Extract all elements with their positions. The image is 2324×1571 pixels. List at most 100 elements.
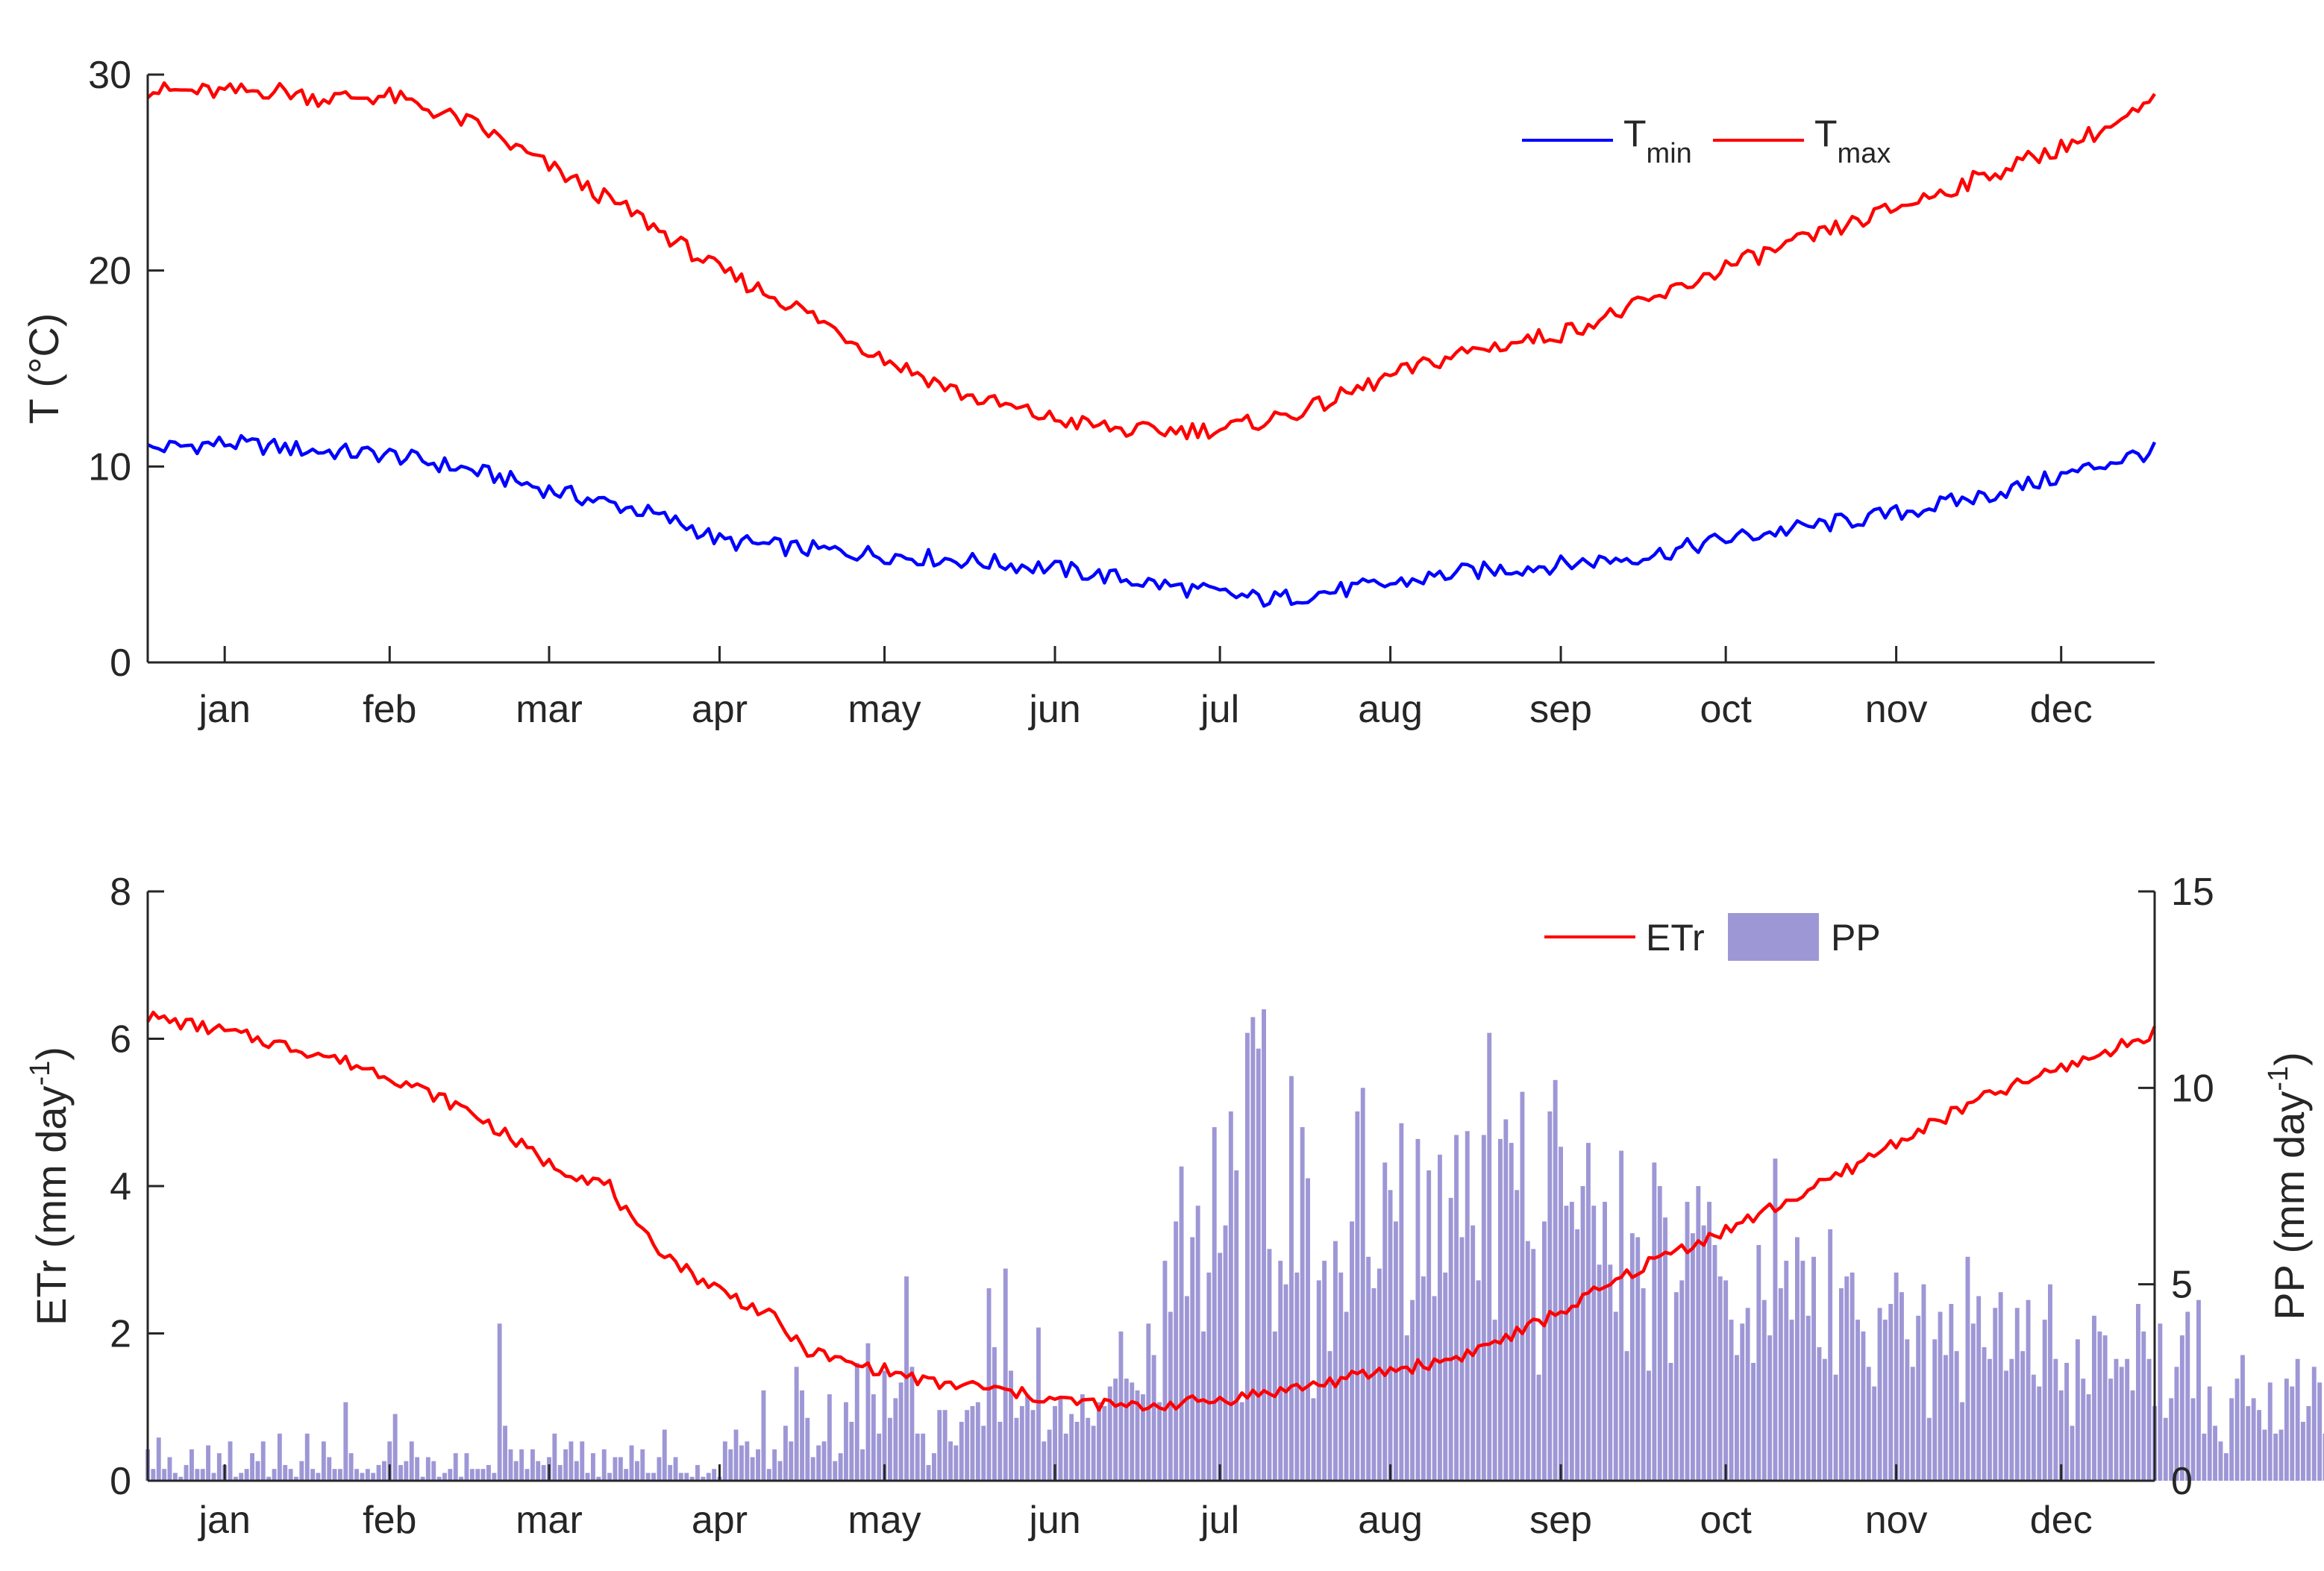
pp-bar bbox=[1784, 1261, 1789, 1481]
pp-bar bbox=[1174, 1221, 1179, 1481]
pp-bar bbox=[497, 1323, 502, 1481]
pp-bar bbox=[1805, 1315, 1811, 1481]
pp-bar bbox=[343, 1402, 348, 1481]
pp-bar bbox=[1685, 1202, 1690, 1481]
pp-bar bbox=[1487, 1032, 1492, 1481]
pp-bar bbox=[448, 1469, 453, 1481]
pp-bar bbox=[1756, 1245, 1761, 1481]
pp-bar bbox=[1603, 1202, 1607, 1481]
pp-bar bbox=[1195, 1205, 1200, 1481]
pp-bar bbox=[1492, 1320, 1497, 1481]
pp-bar bbox=[838, 1453, 843, 1481]
pp-bar bbox=[1767, 1335, 1773, 1481]
pp-bar bbox=[932, 1453, 936, 1481]
pp-bar bbox=[1668, 1363, 1673, 1481]
pp-bar bbox=[1498, 1138, 1503, 1481]
pp-bar bbox=[2311, 1367, 2317, 1481]
y-tick-label: 30 bbox=[88, 54, 131, 97]
pp-bar bbox=[1454, 1135, 1459, 1481]
pp-bar bbox=[1569, 1202, 1574, 1481]
pp-bar bbox=[1141, 1394, 1145, 1481]
pp-bar bbox=[1988, 1358, 1992, 1481]
pp-bar bbox=[1673, 1292, 1679, 1481]
pp-bar bbox=[2075, 1339, 2080, 1481]
pp-bar bbox=[651, 1473, 656, 1481]
x-tick-label: mar bbox=[516, 1499, 583, 1542]
pp-bar bbox=[2031, 1374, 2036, 1481]
pp-bar bbox=[2092, 1315, 2096, 1481]
pp-bar bbox=[1872, 1386, 1877, 1481]
pp-bar bbox=[2141, 1331, 2146, 1481]
pp-bar bbox=[1058, 1398, 1063, 1481]
pp-bar bbox=[849, 1422, 854, 1481]
pp-bar bbox=[601, 1449, 607, 1481]
pp-bar bbox=[1278, 1261, 1283, 1481]
pp-bar bbox=[1289, 1076, 1294, 1481]
etr-pp-panel: 0 2 4 6 8 0 5 10 15 jan feb mar apr may jun jul aug sep… bbox=[25, 871, 2324, 1542]
pp-bar bbox=[2240, 1355, 2245, 1481]
pp-bar bbox=[1910, 1367, 1915, 1481]
pp-bar bbox=[1399, 1123, 1404, 1481]
pp-bar bbox=[1322, 1261, 1327, 1481]
pp-bar bbox=[733, 1429, 739, 1481]
pp-bar bbox=[310, 1469, 316, 1481]
etr-y-tick-label: 8 bbox=[110, 871, 131, 914]
pp-bar bbox=[1580, 1186, 1585, 1481]
x-tick-label: sep bbox=[1529, 1499, 1592, 1542]
pp-bar bbox=[1916, 1315, 1921, 1481]
pp-bar bbox=[1663, 1217, 1667, 1481]
pp-bar bbox=[1712, 1245, 1717, 1481]
pp-bar bbox=[1113, 1379, 1118, 1481]
pp-bar bbox=[789, 1441, 794, 1481]
pp-bar bbox=[1745, 1308, 1750, 1481]
pp-bar bbox=[442, 1473, 447, 1481]
pp-bar bbox=[2058, 1390, 2064, 1481]
pp-bar bbox=[1723, 1280, 1729, 1481]
pp-bar bbox=[1218, 1252, 1223, 1481]
pp-bar bbox=[475, 1469, 480, 1481]
pp-bar bbox=[1432, 1296, 1437, 1481]
pp-bar bbox=[190, 1449, 194, 1481]
pp-bar bbox=[915, 1433, 920, 1481]
pp-bar bbox=[1426, 1170, 1432, 1481]
pp-bar bbox=[415, 1457, 420, 1481]
pp-bar bbox=[2004, 1370, 2008, 1481]
pp-bar bbox=[1515, 1190, 1520, 1481]
pp-bar bbox=[1245, 1032, 1250, 1481]
pp-bar bbox=[1151, 1355, 1156, 1481]
pp-bar bbox=[2053, 1358, 2058, 1481]
pp-bar bbox=[777, 1461, 783, 1481]
pp-bar bbox=[2190, 1398, 2196, 1481]
pp-bar bbox=[2278, 1429, 2284, 1481]
pp-bar bbox=[167, 1457, 172, 1481]
pp-bar bbox=[304, 1433, 310, 1481]
pp-bar bbox=[2037, 1386, 2042, 1481]
pp-bar bbox=[409, 1441, 414, 1481]
pp-bar bbox=[1899, 1292, 1904, 1481]
pp-bar bbox=[712, 1469, 717, 1481]
pp-bar bbox=[854, 1363, 859, 1481]
x-tick-label: may bbox=[848, 688, 921, 731]
pp-bar bbox=[1415, 1138, 1421, 1481]
pp-bar bbox=[178, 1476, 184, 1481]
pp-bar bbox=[244, 1469, 249, 1481]
pp-bar bbox=[1179, 1166, 1184, 1481]
etr-line bbox=[146, 1010, 2157, 1412]
pp-bar bbox=[607, 1473, 612, 1481]
pp-bar bbox=[2158, 1323, 2163, 1481]
pp-bar bbox=[1272, 1331, 1277, 1481]
pp-bar bbox=[519, 1449, 524, 1481]
pp-bar bbox=[1520, 1091, 1525, 1481]
pp-bar bbox=[2196, 1299, 2201, 1481]
etr-pp-x-ticks: jan feb mar apr may jun jul aug sep oct nov dec bbox=[197, 1464, 2093, 1542]
pp-bar bbox=[1944, 1355, 1948, 1481]
pp-bar bbox=[1042, 1441, 1047, 1481]
pp-bar bbox=[613, 1457, 618, 1481]
pp-bar bbox=[1954, 1351, 1959, 1481]
etr-y-tick-label: 6 bbox=[110, 1018, 131, 1062]
pp-bar bbox=[1135, 1390, 1140, 1481]
etr-pp-legend: ETr PP bbox=[1544, 913, 1881, 961]
pp-bar bbox=[563, 1449, 569, 1481]
pp-bar bbox=[1366, 1256, 1371, 1481]
